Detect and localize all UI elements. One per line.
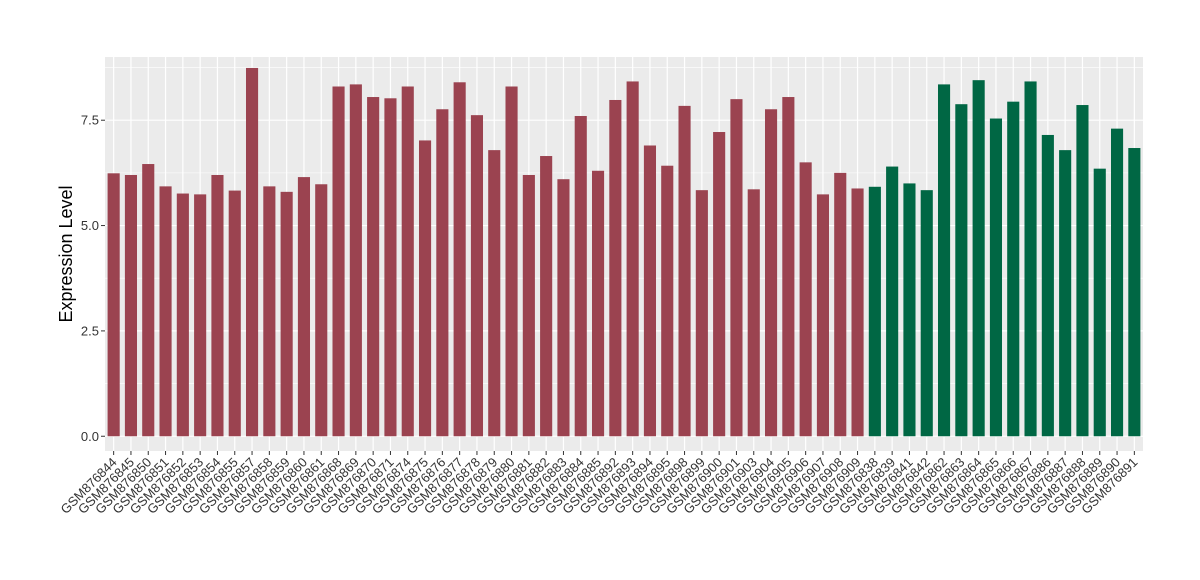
y-tick-label: 5.0 (81, 218, 99, 233)
bar (263, 186, 276, 437)
bar (643, 145, 657, 437)
bar (418, 140, 432, 437)
bar (280, 191, 293, 437)
bar (730, 99, 743, 437)
bar (678, 105, 691, 437)
bar (1041, 134, 1054, 437)
bar (315, 184, 328, 437)
y-tick-label: 2.5 (81, 323, 99, 338)
bar (972, 80, 985, 437)
bar (505, 86, 518, 437)
bar (1093, 168, 1106, 437)
bar (886, 166, 899, 437)
bar (384, 98, 397, 437)
bar (816, 194, 830, 437)
bar (937, 84, 951, 437)
bar (695, 190, 708, 437)
bar (574, 115, 587, 437)
bar (367, 97, 380, 437)
bar (1024, 81, 1037, 437)
bar (332, 86, 345, 437)
plot-panel (105, 57, 1143, 451)
bar (626, 81, 639, 437)
bar (228, 190, 241, 437)
bar (764, 109, 778, 437)
bar (176, 193, 189, 437)
bar (194, 194, 207, 437)
bar (713, 132, 726, 437)
y-tick-label: 7.5 (81, 113, 99, 128)
bar-series (107, 67, 1141, 437)
bar (661, 165, 674, 437)
bar (903, 183, 916, 437)
bar (955, 104, 968, 437)
bar (782, 97, 795, 437)
bar (470, 115, 484, 437)
bar (522, 174, 535, 437)
bar (453, 82, 466, 437)
bar (1128, 148, 1141, 437)
bar (747, 189, 760, 437)
bar (609, 99, 622, 437)
bar (989, 118, 1003, 437)
y-axis-title: Expression Level (56, 185, 76, 322)
bar (591, 170, 605, 437)
x-axis: GSM876844GSM876845GSM876850GSM876851GSM8… (58, 451, 1140, 517)
bar (1007, 101, 1020, 437)
bar (401, 86, 414, 437)
bar (488, 150, 501, 437)
bar (1059, 150, 1072, 437)
bar (851, 188, 864, 437)
bar (1110, 128, 1124, 437)
y-axis: 0.0 2.5 5.0 7.5 (81, 113, 105, 444)
bar (436, 109, 449, 437)
bar (124, 174, 138, 437)
bar (920, 190, 933, 437)
bar (297, 177, 311, 437)
bar (349, 84, 362, 437)
bar (834, 172, 847, 437)
minor-gridlines (105, 67, 1143, 384)
bar (868, 186, 881, 437)
bar (159, 186, 172, 437)
bar (107, 173, 120, 437)
bar (540, 156, 553, 437)
bar (799, 162, 812, 437)
bar (142, 164, 155, 437)
bar (245, 67, 259, 437)
bar (557, 179, 570, 437)
y-tick-label: 0.0 (81, 429, 99, 444)
bar (211, 174, 224, 437)
bar (1076, 105, 1089, 437)
